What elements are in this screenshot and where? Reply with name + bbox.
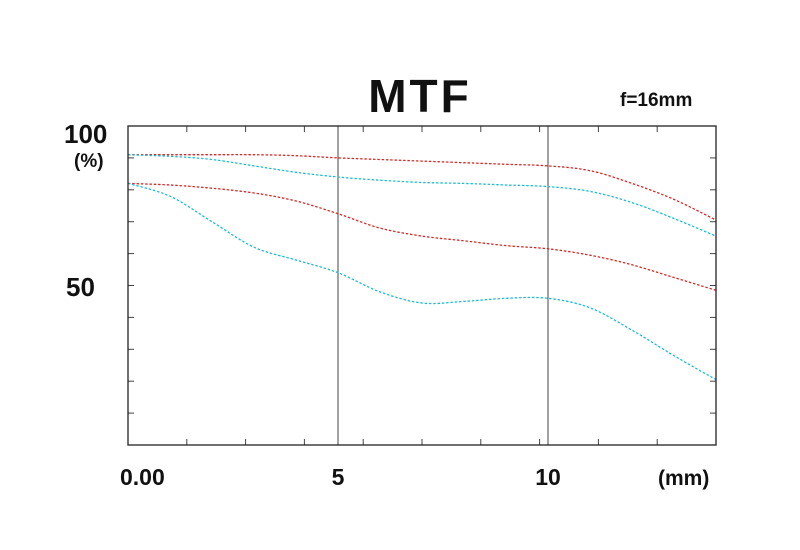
grid bbox=[128, 126, 716, 445]
series-line-1 bbox=[127, 154, 717, 221]
y-tick-label-100: 100 bbox=[64, 119, 107, 149]
series-lines bbox=[127, 154, 717, 381]
chart-title: MTF bbox=[368, 70, 472, 122]
x-tick-label-5: 5 bbox=[332, 464, 345, 490]
x-tick-label-10: 10 bbox=[535, 464, 561, 490]
series-line-4 bbox=[127, 182, 717, 381]
series-line-3 bbox=[127, 182, 717, 291]
y-axis-unit: (%) bbox=[74, 151, 104, 172]
x-axis-unit: (mm) bbox=[658, 467, 709, 490]
plot-frame bbox=[127, 125, 717, 446]
chart-subtitle: f=16mm bbox=[620, 90, 692, 111]
series-line-2 bbox=[127, 154, 717, 237]
x-tick-label-0: 0.00 bbox=[120, 464, 165, 490]
y-tick-label-50: 50 bbox=[66, 272, 95, 302]
